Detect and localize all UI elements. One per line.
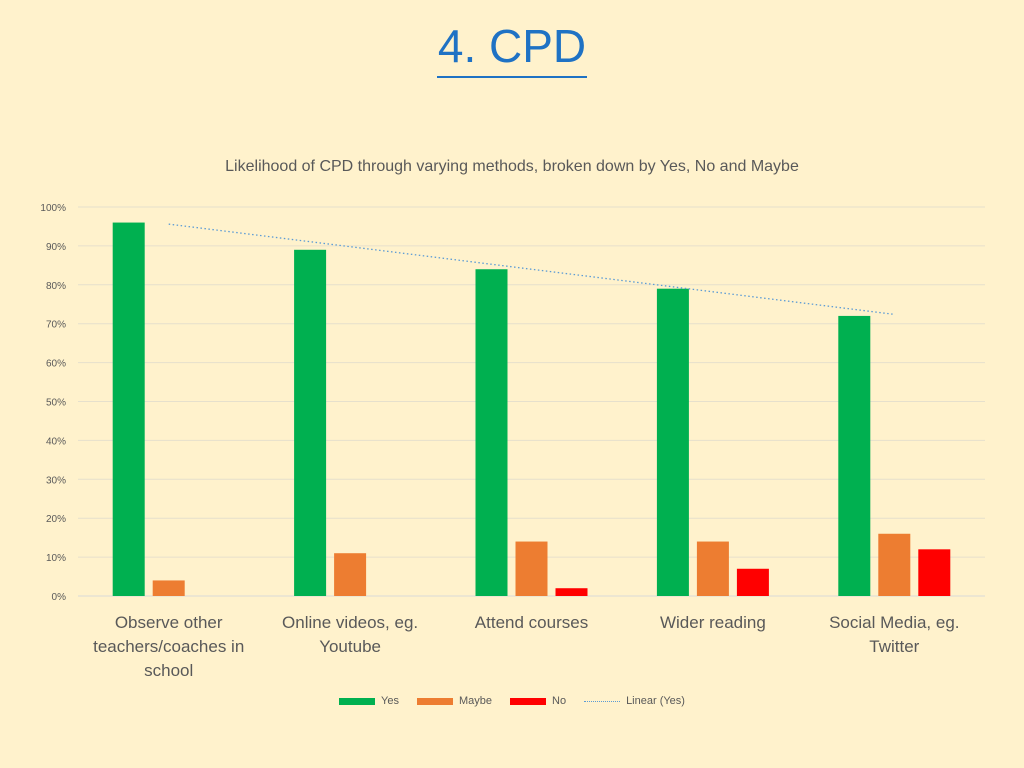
chart-legend: Yes Maybe No Linear (Yes) bbox=[0, 695, 1024, 707]
x-category-label: Social Media, eg. Twitter bbox=[829, 613, 959, 656]
y-tick-label: 10% bbox=[46, 553, 66, 564]
y-tick-label: 0% bbox=[52, 592, 67, 603]
legend-swatch-trendline bbox=[584, 700, 621, 702]
bar-no bbox=[555, 588, 588, 596]
x-category-label: Wider reading bbox=[660, 613, 766, 632]
bar-maybe bbox=[334, 553, 367, 596]
x-category-label: Attend courses bbox=[475, 613, 588, 632]
y-tick-label: 50% bbox=[46, 398, 66, 409]
legend-item-no: No bbox=[510, 695, 566, 707]
y-tick-label: 100% bbox=[40, 203, 66, 214]
x-category-label: Online videos, eg. Youtube bbox=[282, 613, 418, 656]
legend-label-no: No bbox=[552, 695, 567, 707]
y-tick-label: 90% bbox=[46, 242, 66, 253]
legend-item-yes: Yes bbox=[339, 695, 399, 707]
slide-title: 4. CPD bbox=[0, 18, 1024, 82]
bar-yes bbox=[656, 288, 689, 596]
y-tick-label: 20% bbox=[46, 514, 66, 525]
bar-yes bbox=[112, 222, 145, 596]
slide-title-text: 4. CPD bbox=[436, 18, 588, 78]
legend-swatch-no bbox=[510, 697, 546, 705]
legend-swatch-maybe bbox=[416, 697, 453, 705]
bar-yes bbox=[838, 315, 871, 596]
bar-maybe bbox=[515, 541, 548, 596]
y-tick-label: 70% bbox=[46, 320, 66, 331]
bar-maybe bbox=[878, 533, 911, 596]
bar-maybe bbox=[152, 580, 185, 596]
y-tick-label: 40% bbox=[46, 436, 66, 447]
y-tick-label: 30% bbox=[46, 475, 66, 486]
legend-label-maybe: Maybe bbox=[458, 695, 492, 707]
y-tick-label: 80% bbox=[46, 281, 66, 292]
bar-yes bbox=[294, 249, 327, 597]
x-category-label: Observe other teachers/coaches in school bbox=[93, 613, 244, 680]
bar-no bbox=[918, 549, 951, 596]
legend-label-trendline: Linear (Yes) bbox=[626, 695, 685, 707]
bar-no bbox=[736, 568, 769, 596]
trendline bbox=[168, 223, 895, 316]
legend-swatch-yes bbox=[339, 697, 376, 705]
bar-maybe bbox=[696, 541, 729, 596]
y-tick-label: 60% bbox=[46, 359, 66, 370]
chart-title: Likelihood of CPD through varying method… bbox=[225, 158, 799, 175]
bar-yes bbox=[475, 269, 508, 596]
legend-label-yes: Yes bbox=[381, 695, 399, 707]
legend-item-maybe: Maybe bbox=[416, 695, 492, 707]
legend-item-trendline: Linear (Yes) bbox=[584, 695, 685, 707]
